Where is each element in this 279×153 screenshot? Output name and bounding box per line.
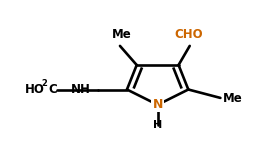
Text: N: N (152, 98, 163, 111)
Text: CHO: CHO (174, 28, 203, 41)
Text: NH: NH (71, 83, 91, 96)
Text: Me: Me (112, 28, 131, 41)
Text: H: H (153, 120, 162, 130)
Text: 2: 2 (41, 79, 47, 88)
Text: HO: HO (25, 83, 45, 96)
Text: C: C (48, 83, 57, 96)
Text: Me: Me (223, 92, 243, 105)
